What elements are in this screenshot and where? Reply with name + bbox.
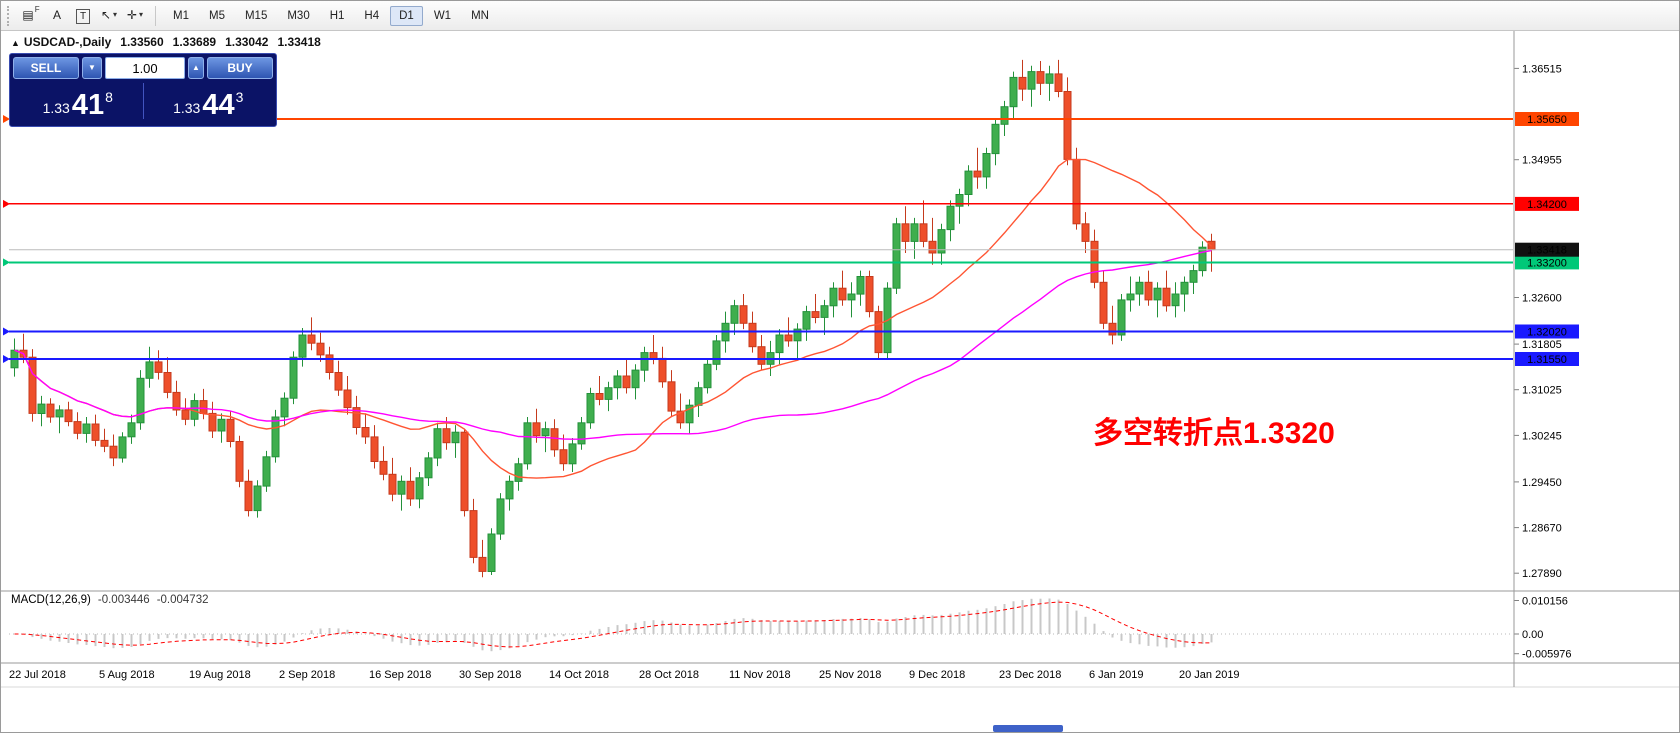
buy-button[interactable]: BUY (207, 57, 273, 79)
timeframe-button-mn[interactable]: MN (471, 9, 489, 22)
volume-increase-button[interactable]: ▲ (188, 57, 204, 79)
price-badge-label: 1.31550 (1527, 354, 1567, 366)
volume-input[interactable] (105, 57, 185, 79)
price-badge-1.33200 (1515, 255, 1579, 270)
ohlc-open: 1.33560 (120, 35, 164, 49)
timeframe-button-h4[interactable]: H4 (364, 9, 380, 22)
candles-layer (10, 59, 1216, 578)
y-tick-label: 1.31805 (1522, 339, 1562, 351)
y-tick-label: 1.32600 (1522, 293, 1562, 305)
x-axis-date-label: 2 Sep 2018 (279, 669, 335, 681)
line-anchor-icon (3, 199, 10, 208)
macd-name: MACD(12,26,9) (11, 594, 91, 606)
line-anchor-icon (3, 115, 10, 123)
macd-tick-label: 0.00 (1522, 629, 1543, 641)
x-axis-date-label: 28 Oct 2018 (639, 669, 699, 681)
price-badge-label: 1.35650 (1527, 114, 1567, 126)
text-box-t-icon[interactable]: T (71, 5, 95, 27)
price-badge-1.31550 (1515, 352, 1579, 366)
ohlc-close: 1.33418 (277, 35, 321, 49)
x-axis-date-label: 9 Dec 2018 (909, 669, 965, 681)
volume-dropdown-button[interactable]: ▼ (82, 57, 102, 79)
macd-signal-value: -0.004732 (156, 594, 209, 606)
sell-button[interactable]: SELL (13, 57, 79, 79)
symbol-period-label: USDCAD-,Daily (23, 35, 112, 49)
toolbar: ▤ F A T ↖ ▾ ✛ ▾ M1 M5 M15 M30 H1 H4 D1 W1 MN (1, 1, 1679, 31)
y-tick-label: 1.29450 (1522, 477, 1562, 489)
macd-histogram (22, 598, 1213, 652)
timeframe-button-w1[interactable]: W1 (433, 9, 452, 22)
toolbar-separator (155, 5, 156, 26)
timeframe-button-m15[interactable]: M15 (244, 9, 268, 22)
line-anchor-icon (3, 327, 10, 336)
x-axis-date-label: 30 Sep 2018 (459, 669, 521, 681)
crosshair-tool-icon[interactable]: ✛ ▾ (126, 7, 144, 22)
price-badge-1.34200 (1515, 196, 1579, 211)
timeframe-button-m30[interactable]: M30 (287, 9, 310, 22)
ohlc-high: 1.33689 (172, 35, 217, 49)
current-price-label: 1.33418 (1527, 245, 1567, 257)
chart-area[interactable]: 1.35650 1.34200 1.33200 1.32020 1.31550 1.334… (1, 31, 1679, 732)
y-tick-label: 1.28670 (1522, 523, 1562, 535)
y-tick-label: 1.30245 (1522, 430, 1562, 442)
x-axis-date-label: 11 Nov 2018 (729, 669, 791, 681)
price-badge-label: 1.34200 (1527, 199, 1567, 211)
sell-price-prefix: 1.33 (42, 100, 70, 116)
ma-line-fast (14, 158, 1212, 479)
y-tick-label: 1.34955 (1522, 155, 1562, 167)
buy-price-prefix: 1.33 (173, 100, 201, 116)
current-price-badge (1515, 242, 1579, 257)
buy-price-sup: 3 (235, 89, 244, 105)
x-axis-date-label: 6 Jan 2019 (1089, 669, 1143, 681)
timeframe-button-m1[interactable]: M1 (173, 9, 189, 22)
timeframe-button-h1[interactable]: H1 (329, 9, 345, 22)
price-badge-1.32020 (1515, 324, 1579, 339)
price-badge-label: 1.33200 (1527, 257, 1567, 269)
macd-main-value: -0.003446 (97, 594, 150, 606)
y-tick-label: 1.36515 (1522, 63, 1562, 75)
x-axis-date-label: 16 Sep 2018 (369, 669, 431, 681)
market-watch-grid-icon[interactable]: ▤ F (22, 5, 40, 22)
x-axis-date-label: 20 Jan 2019 (1179, 669, 1240, 681)
x-axis-date-label: 25 Nov 2018 (819, 669, 881, 681)
line-anchor-icon (3, 258, 10, 267)
x-axis-date-label: 14 Oct 2018 (549, 669, 609, 681)
ohlc-low: 1.33042 (225, 35, 269, 49)
sell-price-sup: 8 (105, 89, 113, 105)
price-divider (142, 83, 144, 119)
timeframe-button-m5[interactable]: M5 (208, 9, 225, 22)
toolbar-drag-handle[interactable] (7, 5, 13, 26)
price-chart: 1.356501.342001.332001.320201.315501.334… (1, 31, 1679, 688)
y-tick-label: 1.27890 (1522, 568, 1562, 580)
x-axis-date-label: 22 Jul 2018 (9, 669, 66, 681)
horizontal-scrollbar-thumb[interactable] (993, 725, 1063, 732)
price-badge-1.35650 (1515, 112, 1579, 126)
line-anchor-icon (3, 355, 10, 363)
panel-toggle-icon[interactable]: ▲ (11, 38, 20, 48)
macd-tick-label: 0.010156 (1522, 596, 1568, 608)
macd-signal-line (14, 601, 1212, 648)
macd-indicator-label: MACD(12,26,9) -0.003446 -0.004732 (11, 594, 208, 606)
cursor-tool-icon[interactable]: ↖ ▾ (100, 7, 118, 22)
price-badge-label: 1.32020 (1527, 327, 1567, 339)
sell-price[interactable]: 1.33 41 8 (13, 79, 143, 123)
chart-title: ▲ USDCAD-,Daily 1.33560 1.33689 1.33042 1.334… (11, 35, 321, 49)
toolbar-icon-group: ▤ F A T ↖ ▾ ✛ ▾ (18, 4, 148, 28)
chart-annotation-text[interactable]: 多空转折点1.3320 (1093, 417, 1335, 450)
x-axis-date-label: 5 Aug 2018 (99, 669, 155, 681)
buy-price[interactable]: 1.33 44 3 (144, 79, 274, 123)
x-axis-date-label: 19 Aug 2018 (189, 669, 251, 681)
macd-tick-label: -0.005976 (1522, 649, 1572, 661)
x-axis-date-label: 23 Dec 2018 (999, 669, 1061, 681)
sell-price-main: 41 (71, 89, 105, 121)
text-label-a-icon[interactable]: A (52, 7, 61, 22)
buy-price-main: 44 (202, 89, 235, 121)
y-tick-label: 1.31025 (1522, 385, 1562, 397)
timeframe-button-group: M1 M5 M15 M30 H1 H4 D1 W1 MN (163, 5, 499, 26)
ma-line-slow (14, 249, 1212, 440)
timeframe-button-d1[interactable]: D1 (390, 5, 423, 26)
